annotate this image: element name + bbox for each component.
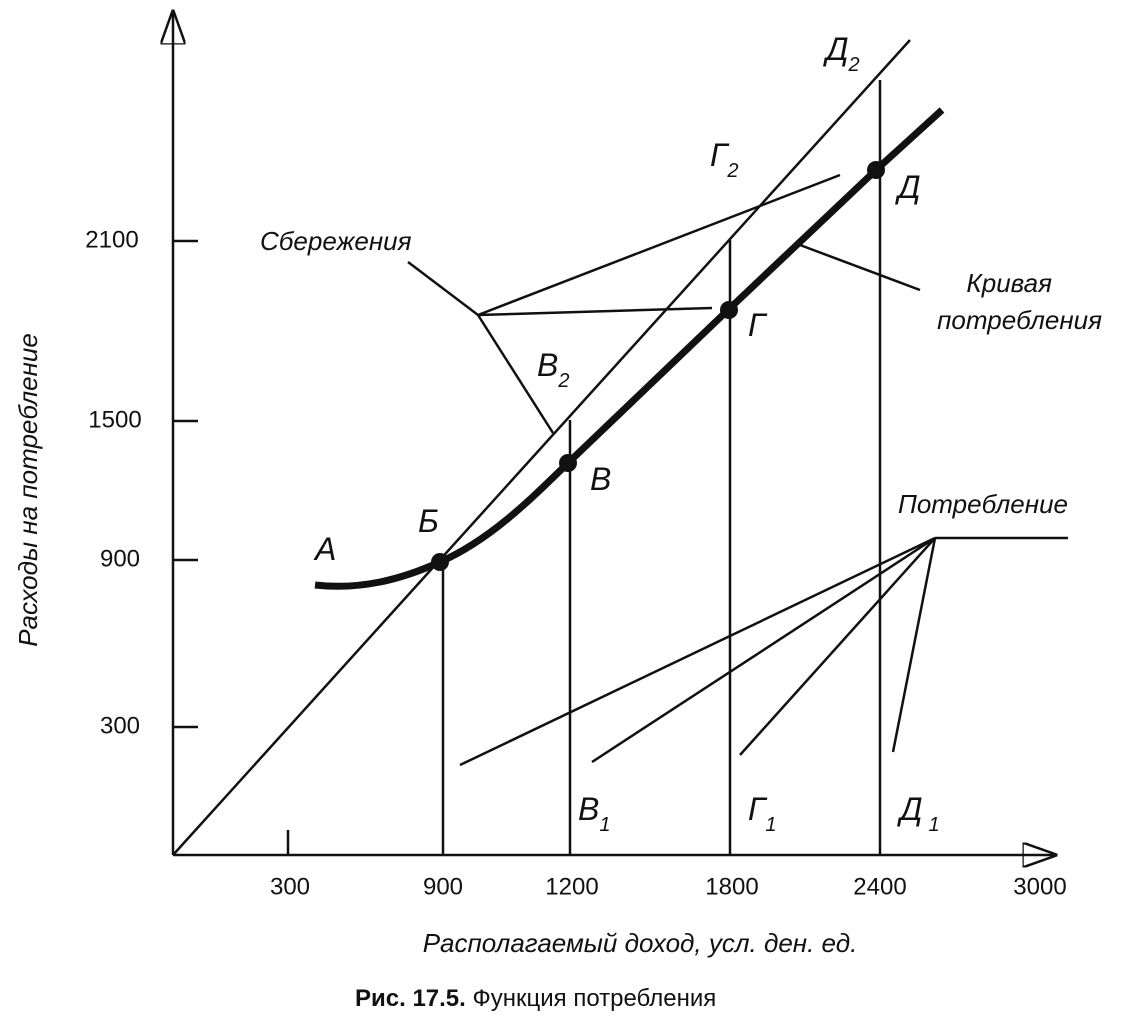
x-tick-label: 300 — [270, 873, 310, 900]
annotation: Потребление — [898, 489, 1068, 519]
label-sub: 2 — [726, 160, 738, 182]
caption: Рис. 17.5. Функция потребления — [355, 985, 716, 1012]
point — [559, 454, 577, 472]
leader — [739, 537, 936, 756]
y-tick-label: 300 — [100, 712, 140, 739]
point-label: Г — [748, 307, 768, 343]
x-tick-label: 900 — [423, 873, 463, 900]
dots — [431, 161, 885, 571]
lines — [172, 39, 1068, 856]
point-label: Д — [895, 169, 921, 205]
annotation: потребления — [937, 305, 1102, 335]
point-label: В — [590, 461, 611, 497]
y-tick-label: 900 — [100, 545, 140, 572]
leader — [476, 314, 555, 434]
leader — [407, 173, 841, 317]
y-tick-label: 1500 — [88, 406, 141, 433]
label-base: Г — [748, 791, 768, 827]
label-base: Б — [418, 503, 439, 539]
leader — [799, 243, 921, 292]
point-label: Д2 — [823, 31, 860, 76]
axes — [173, 12, 1055, 855]
label-sub: 1 — [765, 814, 776, 836]
label-base: Д — [897, 791, 923, 827]
label-base: А — [313, 531, 336, 567]
point-label: Г1 — [748, 791, 777, 836]
label-base: Д — [823, 31, 849, 67]
label-sub: 2 — [848, 54, 860, 76]
label-sub: 2 — [557, 370, 569, 392]
label-base: Г — [710, 137, 730, 173]
bisector — [172, 39, 911, 856]
x-axis-label: Располагаемый доход, усл. ден. ед. — [423, 928, 858, 958]
label-sub: 1 — [599, 814, 610, 836]
point-label: В1 — [578, 791, 610, 836]
leader — [591, 536, 936, 764]
consumption-curve — [314, 107, 945, 590]
y-axis-label: Расходы на потребление — [13, 333, 43, 647]
leader — [477, 306, 713, 317]
label-base: Д — [895, 169, 921, 205]
point-label: Г2 — [710, 137, 739, 182]
point — [431, 553, 449, 571]
annotation: Сбережения — [260, 226, 412, 256]
point — [720, 301, 738, 319]
point — [867, 161, 885, 179]
x-tick-label: 1200 — [545, 873, 598, 900]
point-label: Б — [418, 503, 439, 539]
annotation: Кривая — [966, 268, 1052, 298]
leader — [891, 537, 937, 753]
leader — [459, 536, 936, 767]
label-base: В — [578, 791, 599, 827]
caption-text: Функция потребления — [473, 985, 717, 1012]
x-tick-label: 2400 — [853, 873, 906, 900]
label-base: Г — [748, 307, 768, 343]
caption-number: Рис. 17.5. — [355, 985, 466, 1012]
point-label: А — [313, 531, 336, 567]
label-sub: 1 — [929, 814, 940, 836]
x-tick-label: 3000 — [1013, 873, 1066, 900]
point-label: В2 — [537, 347, 569, 392]
x-tick-label: 1800 — [705, 873, 758, 900]
label-base: В — [590, 461, 611, 497]
y-tick-label: 2100 — [85, 226, 138, 253]
label-base: В — [537, 347, 558, 383]
